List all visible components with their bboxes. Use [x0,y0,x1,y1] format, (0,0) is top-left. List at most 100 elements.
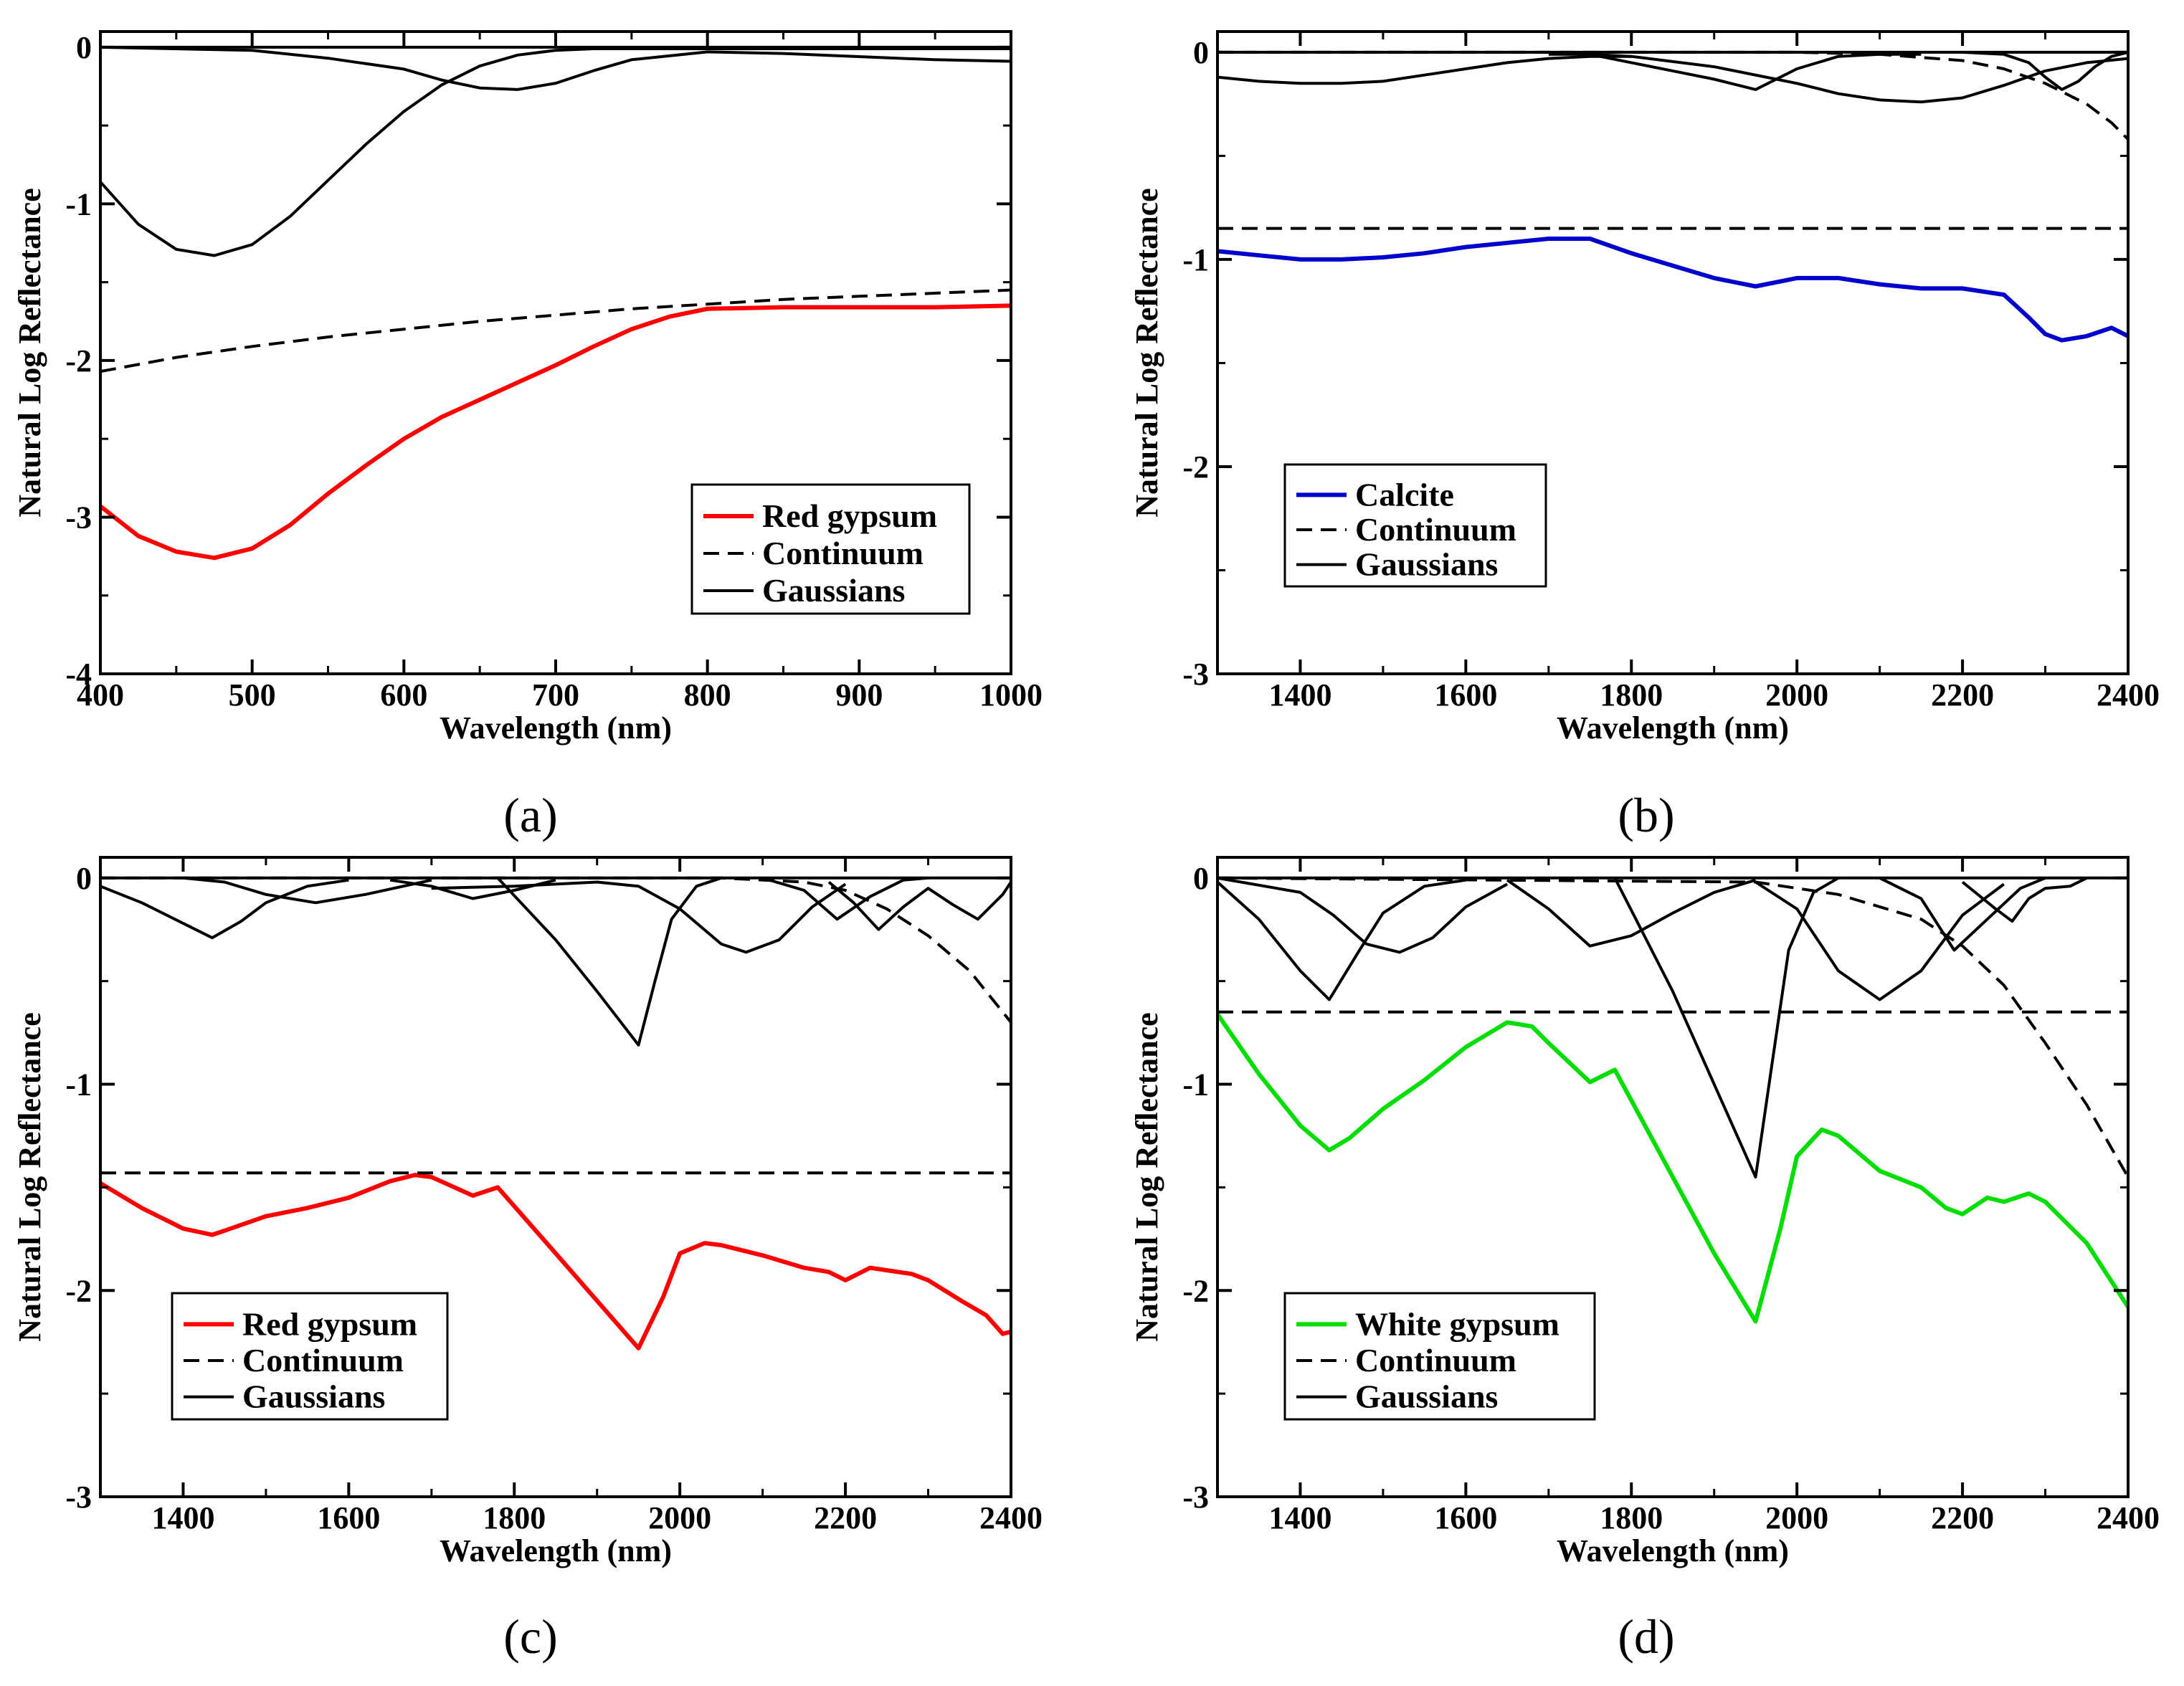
series-line [1548,52,1922,91]
x-tick-label: 2400 [2097,1500,2160,1535]
y-tick-label: -1 [1182,242,1209,277]
x-tick-label: 1800 [1600,1500,1663,1535]
x-tick-label: 900 [835,677,883,713]
series-line [100,45,1011,91]
x-tick-label: 2000 [1765,1500,1828,1535]
legend-label: Continuum [1355,1342,1516,1378]
series-line [1217,237,2128,343]
series-line [1217,54,1632,85]
series-line [100,47,1011,257]
x-tick-label: 1800 [483,1500,546,1535]
legend-label: White gypsum [1355,1305,1559,1342]
series-line [1217,878,1466,1001]
panel-caption: (d) [1618,1609,1674,1664]
x-tick-label: 1400 [1268,1500,1331,1535]
dashed-series-line [1217,876,2128,1178]
legend-label: Continuum [242,1342,404,1378]
y-tick-label: -1 [65,186,92,222]
chart-panel: 1400 1600 1800 2000 2200 2400 -3 -2 -1 0 Wavelengt… [1129,30,2160,842]
panel-caption: (c) [503,1609,557,1664]
plot-frame [99,856,1012,1498]
y-tick-label: -3 [1182,1480,1209,1515]
y-tick-label: 0 [1193,35,1209,70]
y-tick-label: -2 [65,1273,92,1308]
y-tick-label: -4 [65,657,92,692]
y-axis-title: Natural Log Reflectance [1129,188,1164,517]
y-tick-label: 0 [1193,861,1209,896]
series-group [100,876,1011,1351]
plot-frame [1216,30,2130,675]
y-tick-label: -2 [1182,449,1209,485]
chart-panel: 1400 1600 1800 2000 2200 2400 -3 -2 -1 0 Wavelengt… [1129,856,2160,1664]
y-tick-label: -1 [1182,1067,1209,1102]
x-tick-label: 2200 [1931,1500,1994,1535]
series-line [100,1173,1011,1351]
y-tick-label: 0 [76,861,92,896]
x-tick-label: 2400 [2097,677,2160,713]
series-line [1217,1012,2128,1324]
x-tick-label: 1600 [317,1500,380,1535]
y-tick-label: -1 [65,1067,92,1102]
y-tick-label: -3 [1182,657,1209,692]
x-tick-label: 1000 [979,677,1043,713]
x-tick-label: 1600 [1434,1500,1497,1535]
series-line [1613,877,1839,1178]
series-line [1506,878,1757,948]
series-line [1879,876,2046,952]
x-tick-label: 1600 [1434,677,1497,713]
series-line [1962,50,2128,91]
series-line [431,880,847,954]
legend-label: Gaussians [762,572,905,609]
series-line [762,876,929,921]
plot-frame [1216,856,2130,1498]
y-tick-label: -2 [1182,1273,1209,1308]
x-tick-label: 500 [229,677,276,713]
x-tick-label: 2000 [648,1500,711,1535]
x-tick-label: 800 [684,677,731,713]
series-line [100,878,349,940]
x-tick-label: 1400 [151,1500,214,1535]
series-line [100,303,1011,561]
chart-panel: 1400 1600 1800 2000 2200 2400 -3 -2 -1 0 Wavelengt… [12,856,1043,1664]
y-tick-label: -3 [65,1480,92,1515]
x-tick-label: 700 [532,677,579,713]
dashed-series-line [1217,50,2128,140]
dashed-series-line [100,288,1011,373]
panel-caption: (a) [503,788,557,842]
x-tick-label: 2200 [1931,677,1994,713]
x-tick-label: 1400 [1268,677,1331,713]
series-group [1217,876,2128,1324]
legend-label: Gaussians [1355,546,1498,583]
legend-label: Red gypsum [762,497,937,534]
y-axis-title: Natural Log Reflectance [12,1012,47,1341]
y-axis-title: Natural Log Reflectance [1129,1012,1164,1341]
y-tick-label: -2 [65,343,92,378]
legend-label: Continuum [762,535,924,571]
panel-caption: (b) [1618,788,1674,842]
series-line [1755,880,2005,1001]
legend-label: Gaussians [242,1378,385,1415]
series-group [100,45,1011,561]
series-group [1217,50,2128,343]
x-axis-title: Wavelength (nm) [1557,710,1789,746]
series-line [389,878,556,900]
x-axis-title: Wavelength (nm) [1557,1533,1789,1568]
legend-label: Continuum [1355,511,1516,548]
chart-panel: 400 500 600 700 800 900 1000 -4 -3 -2 -1 0 Wavelengt… [12,30,1043,842]
legend-label: Red gypsum [242,1305,417,1342]
legend-label: Calcite [1355,476,1454,513]
series-line [496,876,722,1047]
series-line [183,876,432,905]
x-tick-label: 600 [380,677,427,713]
series-line [1961,877,2088,923]
x-tick-label: 1800 [1600,677,1663,713]
x-axis-title: Wavelength (nm) [440,1533,672,1568]
x-tick-label: 2000 [1765,677,1828,713]
y-tick-label: 0 [76,30,92,65]
series-line [1548,50,2128,104]
